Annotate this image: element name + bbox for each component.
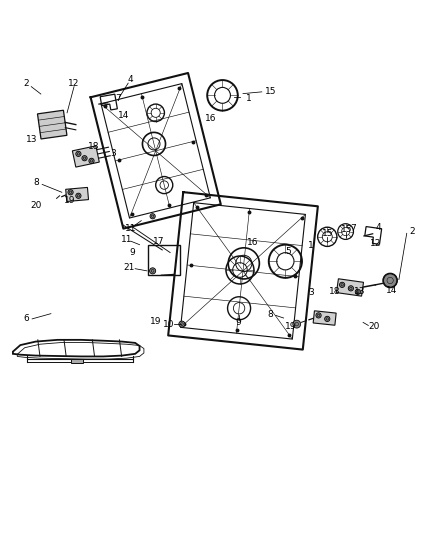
Text: 12: 12 (68, 79, 80, 87)
Circle shape (348, 286, 353, 291)
Circle shape (150, 214, 155, 219)
Text: 19: 19 (150, 317, 162, 326)
Text: 19: 19 (64, 196, 75, 205)
Text: 4: 4 (375, 223, 381, 232)
Text: 1: 1 (246, 94, 251, 103)
Text: 9: 9 (236, 318, 241, 327)
Text: 13: 13 (354, 287, 365, 296)
Text: 12: 12 (370, 239, 381, 248)
Text: 7: 7 (350, 223, 357, 232)
Circle shape (89, 158, 94, 164)
Text: 17: 17 (153, 237, 165, 246)
Polygon shape (66, 188, 88, 201)
Text: 6: 6 (23, 313, 29, 322)
Text: 14: 14 (118, 111, 130, 120)
Text: 8: 8 (34, 178, 39, 187)
Circle shape (339, 282, 345, 287)
Text: 1: 1 (308, 241, 314, 250)
Text: 18: 18 (88, 142, 99, 151)
Text: 8: 8 (268, 310, 273, 319)
Polygon shape (38, 110, 67, 139)
Text: 15: 15 (321, 229, 333, 238)
Text: 21: 21 (123, 263, 134, 272)
Text: 9: 9 (130, 248, 135, 257)
Text: 7: 7 (115, 94, 120, 103)
Text: 4: 4 (128, 75, 134, 84)
Circle shape (383, 273, 397, 287)
Text: 11: 11 (121, 235, 132, 244)
Text: 2: 2 (23, 79, 29, 88)
Polygon shape (336, 279, 364, 296)
Text: 18: 18 (329, 287, 340, 296)
Circle shape (68, 190, 73, 195)
Text: 16: 16 (205, 114, 216, 123)
Bar (71, 359, 83, 362)
Circle shape (179, 321, 185, 327)
Circle shape (325, 316, 330, 321)
Text: 15: 15 (265, 87, 276, 96)
Circle shape (76, 193, 81, 198)
Polygon shape (313, 311, 336, 325)
Text: 16: 16 (247, 238, 259, 247)
Polygon shape (72, 146, 99, 167)
Bar (148, 245, 180, 275)
Text: 13: 13 (26, 134, 38, 143)
Circle shape (316, 313, 321, 318)
Circle shape (82, 156, 87, 161)
Text: 10: 10 (163, 320, 174, 329)
Text: 14: 14 (386, 286, 397, 295)
Text: 2: 2 (409, 227, 415, 236)
Text: 3: 3 (309, 288, 314, 297)
Circle shape (150, 268, 155, 274)
Text: 19: 19 (285, 322, 297, 331)
Text: 3: 3 (110, 149, 116, 158)
Circle shape (76, 151, 81, 157)
Text: 20: 20 (31, 201, 42, 210)
Text: 15: 15 (341, 225, 352, 234)
Circle shape (293, 320, 300, 328)
Text: 20: 20 (368, 322, 380, 331)
Circle shape (355, 289, 360, 294)
Text: 5: 5 (285, 247, 291, 256)
Text: 11: 11 (125, 223, 137, 232)
